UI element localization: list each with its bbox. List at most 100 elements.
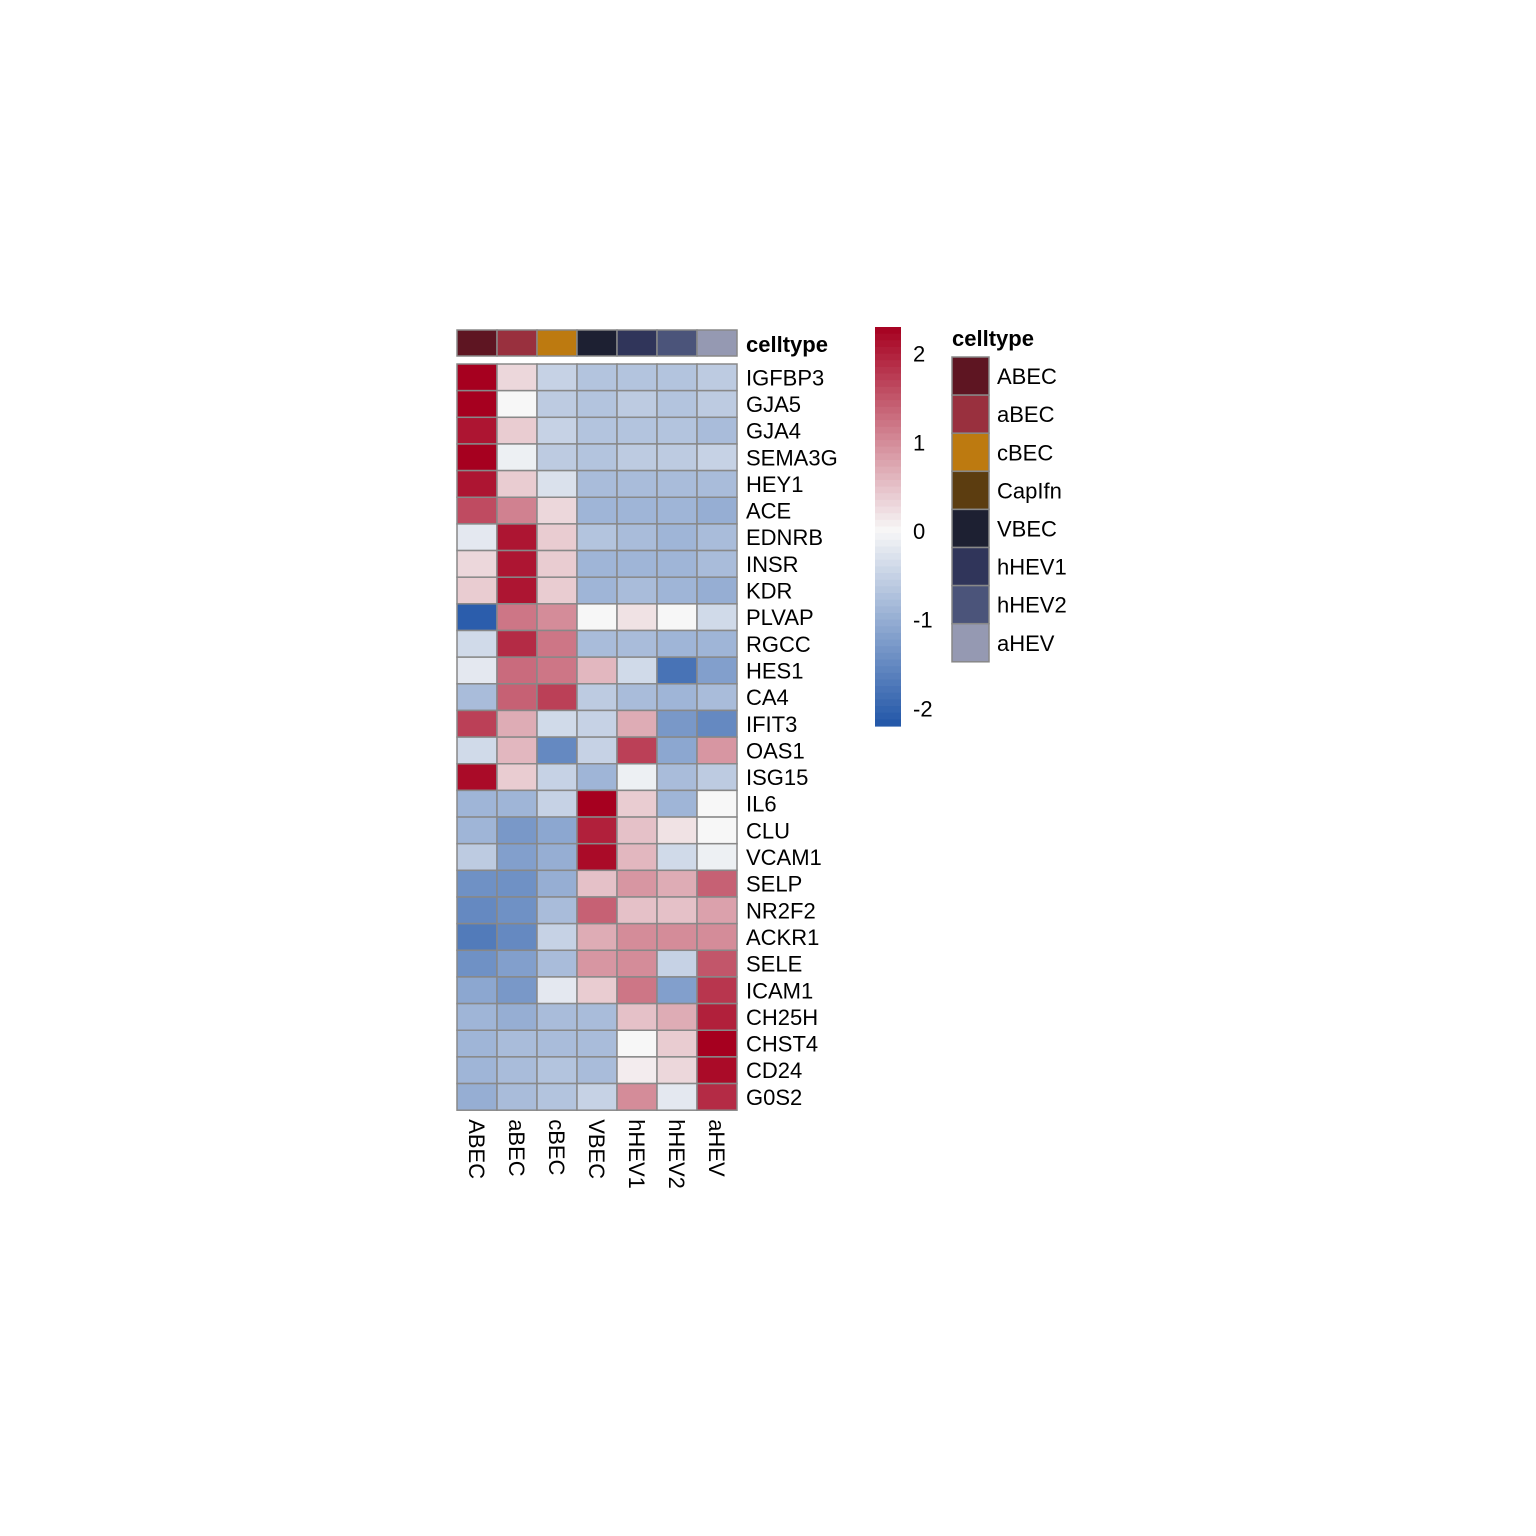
heatmap-cell — [456, 469, 498, 499]
heatmap-cell — [456, 976, 498, 1005]
heatmap-cell — [456, 842, 498, 872]
color-scale-step — [875, 406, 901, 415]
heatmap-cell — [576, 869, 618, 898]
color-scale-step — [875, 579, 901, 587]
color-scale-step — [875, 393, 901, 401]
heatmap-cell — [536, 363, 578, 392]
heatmap-cell — [456, 1082, 498, 1111]
heatmap-cell — [616, 496, 658, 525]
heatmap-cell — [656, 949, 698, 978]
heatmap-cell — [456, 416, 498, 445]
heatmap-cell — [576, 842, 618, 872]
row-label: PLVAP — [746, 605, 814, 630]
heatmap-cell — [656, 1056, 698, 1085]
heatmap-cell — [656, 709, 698, 738]
heatmap-cell — [536, 496, 578, 525]
heatmap-cell — [616, 656, 658, 685]
heatmap-cell — [696, 416, 738, 445]
heatmap-cell — [496, 1002, 538, 1031]
heatmap-cell — [456, 549, 498, 578]
heatmap-cell — [496, 443, 538, 472]
heatmap-cell — [696, 896, 738, 925]
color-scale-step — [875, 599, 901, 607]
color-scale-step — [875, 400, 901, 408]
heatmap-cell — [656, 496, 698, 525]
heatmap-cell — [616, 709, 658, 738]
heatmap-cell — [616, 549, 658, 578]
heatmap-cell — [496, 656, 538, 685]
row-label: CD24 — [746, 1058, 802, 1083]
heatmap-cell — [696, 922, 738, 952]
heatmap-cell — [576, 1002, 618, 1031]
heatmap-cell — [696, 576, 738, 605]
heatmap-cell — [496, 949, 538, 978]
color-scale-step — [875, 499, 901, 508]
heatmap-cell — [616, 789, 658, 818]
heatmap-cell — [496, 763, 538, 792]
heatmap-cell — [456, 709, 498, 738]
heatmap-cell — [616, 603, 658, 632]
row-label: HES1 — [746, 658, 803, 683]
heatmap-cell — [656, 922, 698, 952]
heatmap-cell — [496, 1029, 538, 1058]
color-scale-step — [875, 413, 901, 421]
legend-label: cBEC — [997, 440, 1053, 465]
color-scale-step — [875, 706, 901, 714]
heatmap-cell — [656, 416, 698, 445]
heatmap-cell — [456, 1029, 498, 1058]
heatmap-cell — [616, 1082, 658, 1111]
color-scale-step — [875, 380, 901, 388]
heatmap-cell — [536, 389, 578, 419]
legend-label: hHEV2 — [997, 593, 1067, 618]
color-scale-step — [875, 513, 901, 521]
color-scale-step — [875, 679, 901, 687]
legend-swatch-hHEV2 — [951, 584, 990, 625]
heatmap-cell — [616, 469, 658, 499]
heatmap-cell — [496, 416, 538, 445]
heatmap-cell — [536, 869, 578, 898]
heatmap-cell — [696, 469, 738, 499]
color-scale-tick: 2 — [913, 342, 925, 367]
color-scale-step — [875, 666, 901, 674]
annotation-bar — [456, 329, 738, 357]
color-scale-step — [875, 612, 901, 621]
heatmap-cell — [616, 523, 658, 552]
color-scale-step — [875, 626, 901, 634]
legend-label: aHEV — [997, 631, 1055, 656]
heatmap-cell — [576, 496, 618, 525]
heatmap-cell — [536, 1056, 578, 1085]
heatmap-cell — [536, 443, 578, 472]
heatmap-cell — [576, 683, 618, 712]
heatmap-cell — [656, 976, 698, 1005]
heatmap-cell — [696, 869, 738, 898]
legend-swatch-cBEC — [951, 432, 990, 473]
heatmap-cell — [656, 763, 698, 792]
heatmap-cell — [456, 576, 498, 605]
color-scale-step — [875, 652, 901, 661]
legend-swatch-aBEC — [951, 394, 990, 434]
row-label: IGFBP3 — [746, 365, 824, 390]
heatmap-cell — [536, 1082, 578, 1111]
heatmap-cell — [456, 443, 498, 472]
color-scale-step — [875, 672, 901, 681]
heatmap-cell — [496, 629, 538, 658]
row-label: ICAM1 — [746, 978, 813, 1003]
annotation-cell-hHEV1 — [616, 329, 658, 357]
heatmap-cell — [536, 1029, 578, 1058]
heatmap-cell — [616, 389, 658, 419]
heatmap-cell — [456, 496, 498, 525]
heatmap-cell — [496, 1056, 538, 1085]
heatmap-cell — [496, 496, 538, 525]
heatmap-cell — [616, 629, 658, 658]
heatmap-cell — [456, 629, 498, 658]
annotation-cell-aHEV — [696, 329, 738, 357]
legend-label: aBEC — [997, 402, 1055, 427]
legend-swatch-ABEC — [951, 356, 990, 396]
color-scale-step — [875, 553, 901, 561]
color-scale-step — [875, 346, 901, 355]
row-label: IL6 — [746, 792, 777, 817]
heatmap-cell — [576, 1082, 618, 1111]
color-scale-tick: 0 — [913, 519, 925, 544]
color-scale-step — [875, 506, 901, 514]
heatmap-cell — [576, 1029, 618, 1058]
